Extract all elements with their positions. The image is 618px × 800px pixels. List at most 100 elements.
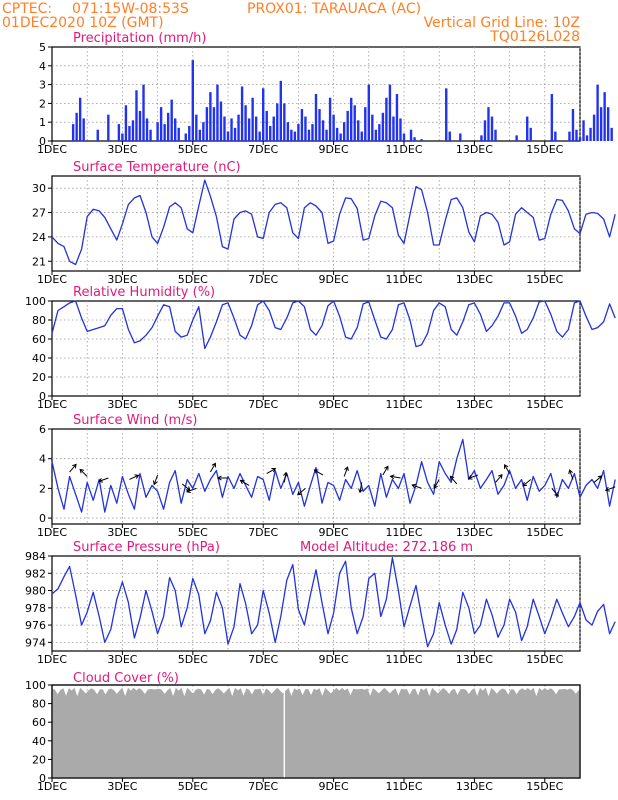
precip-bar	[251, 97, 254, 141]
pres-xtick-label: 5DEC	[178, 653, 208, 666]
wind-vector-arrow	[593, 475, 603, 483]
precip-bar	[293, 131, 297, 141]
rh-frame	[51, 300, 581, 397]
precip-bar	[592, 114, 596, 141]
wind-xtick-label: 5DEC	[178, 526, 208, 539]
precip-bar	[276, 103, 279, 141]
header-grid-note: Vertical Grid Line: 10Z	[424, 15, 580, 31]
precip-bar	[487, 107, 490, 141]
wind-vector-head	[358, 488, 364, 494]
precip-bar	[339, 133, 342, 141]
precip-bar	[96, 129, 99, 141]
precip-bar	[195, 114, 198, 141]
pres-ytick-label: 976	[25, 619, 46, 632]
wind-vector-head	[283, 471, 288, 477]
rh-ytick-label: 80	[32, 314, 46, 327]
precip-bar	[205, 107, 209, 141]
precip-bar	[582, 120, 585, 141]
wind-vector-arrow	[504, 464, 511, 474]
temp-xtick-label: 11DEC	[385, 273, 422, 286]
wind-vector-head	[313, 469, 319, 474]
precip-bar	[247, 118, 251, 141]
cloud-xtick-label: 1DEC	[37, 780, 67, 793]
precip-bar	[223, 116, 226, 141]
wind-ytick-label: 2	[39, 482, 46, 495]
wind-vector-head	[134, 474, 140, 479]
temp-xtick-label: 9DEC	[319, 273, 349, 286]
cloud-ytick-label: 100	[25, 679, 46, 692]
rh-ytick-label: 100	[25, 295, 46, 308]
cloud-ytick-label: 0	[39, 772, 46, 785]
precip-bar	[82, 118, 85, 141]
precip-bar	[300, 109, 304, 141]
precip-bar	[128, 125, 131, 141]
wind-ytick-label: 0	[39, 512, 46, 525]
wind-vector-head	[504, 464, 509, 469]
precip-bar	[262, 88, 265, 141]
precip-bar	[420, 139, 423, 141]
panel-rh: 0 20 40 60 80 100 1DEC 3DEC 5DEC 7DEC 9DEC 11DEC 13D…	[25, 285, 616, 411]
precip-bar	[515, 135, 518, 141]
wind-vector-head	[211, 462, 216, 468]
precip-xtick-label: 5DEC	[178, 143, 208, 156]
cloud-frame-overlay	[51, 684, 581, 779]
wind-vector-arrow	[551, 488, 559, 497]
precip-bar	[142, 84, 145, 141]
pres-xtick-label: 9DEC	[319, 653, 349, 666]
precip-title: Precipitation (mm/h)	[73, 31, 206, 46]
precip-bar	[346, 110, 349, 141]
precip-bar	[304, 116, 307, 141]
panel-temp: 21 24 27 30 1DEC 3DEC 5DEC 7DEC 9DEC 11DEC 13DEC 15…	[32, 160, 616, 286]
precip-bar	[585, 135, 589, 141]
precip-bar	[385, 97, 388, 141]
precip-bar	[332, 114, 335, 141]
panel-wind: 0 2 4 6 1DEC 3DEC 5DEC 7DEC 9DEC 11DEC 13DEC 15DEC S…	[37, 413, 616, 539]
panel-cloud: 0 20 40 60 80 100 1DEC 3DEC 5DEC 7DEC 9DEC 11DEC 13D…	[25, 671, 581, 793]
temp-ytick-label: 27	[32, 207, 46, 220]
precip-bar	[71, 124, 75, 141]
precip-bar	[318, 109, 321, 141]
precip-bar	[314, 94, 318, 141]
precip-bar	[254, 116, 258, 141]
precip-bar	[226, 131, 230, 141]
wind-vector-arrow	[69, 464, 77, 473]
wind-vector-arrow	[98, 477, 109, 482]
rh-xtick-label: 15DEC	[526, 398, 563, 411]
wind-vector-arrow	[266, 468, 276, 474]
precip-bar	[571, 109, 575, 141]
cloud-ytick-label: 40	[32, 735, 46, 748]
temp-ytick-label: 30	[32, 182, 46, 195]
pres-ytick-label: 974	[25, 636, 46, 649]
precip-bar	[166, 112, 170, 141]
precip-bar	[335, 127, 339, 141]
precip-bar	[494, 129, 497, 141]
precip-bar	[244, 105, 247, 141]
wind-vector-arrow	[209, 463, 216, 473]
pres-ytick-label: 982	[25, 567, 46, 580]
precip-bar	[265, 110, 268, 141]
wind-vector-arrow	[153, 474, 159, 485]
wind-xtick-label: 11DEC	[385, 526, 422, 539]
precip-bar	[364, 107, 367, 141]
precip-bar	[198, 129, 202, 141]
wind-vector-head	[239, 479, 245, 485]
wind-vector-arrow	[129, 474, 139, 480]
header-model-id: TQ0126L028	[489, 29, 580, 45]
wind-xtick-label: 15DEC	[526, 526, 563, 539]
precip-bar	[184, 133, 187, 141]
precip-bar	[606, 107, 610, 141]
precip-bar	[599, 107, 603, 141]
precip-bar	[445, 88, 448, 141]
precip-bar	[392, 116, 395, 141]
temp-series-line	[51, 179, 616, 266]
wind-vector-head	[98, 477, 103, 483]
rh-xtick-label: 1DEC	[37, 398, 67, 411]
precip-bar	[483, 120, 487, 141]
rh-title: Relative Humidity (%)	[73, 285, 215, 300]
temp-frame	[51, 175, 581, 272]
pres-altitude-note: Model Altitude: 272.186 m	[300, 540, 473, 555]
precip-bar	[381, 112, 385, 141]
precip-ytick-label: 2	[39, 97, 46, 110]
precip-xtick-label: 3DEC	[107, 143, 137, 156]
wind-vector-head	[498, 474, 503, 479]
